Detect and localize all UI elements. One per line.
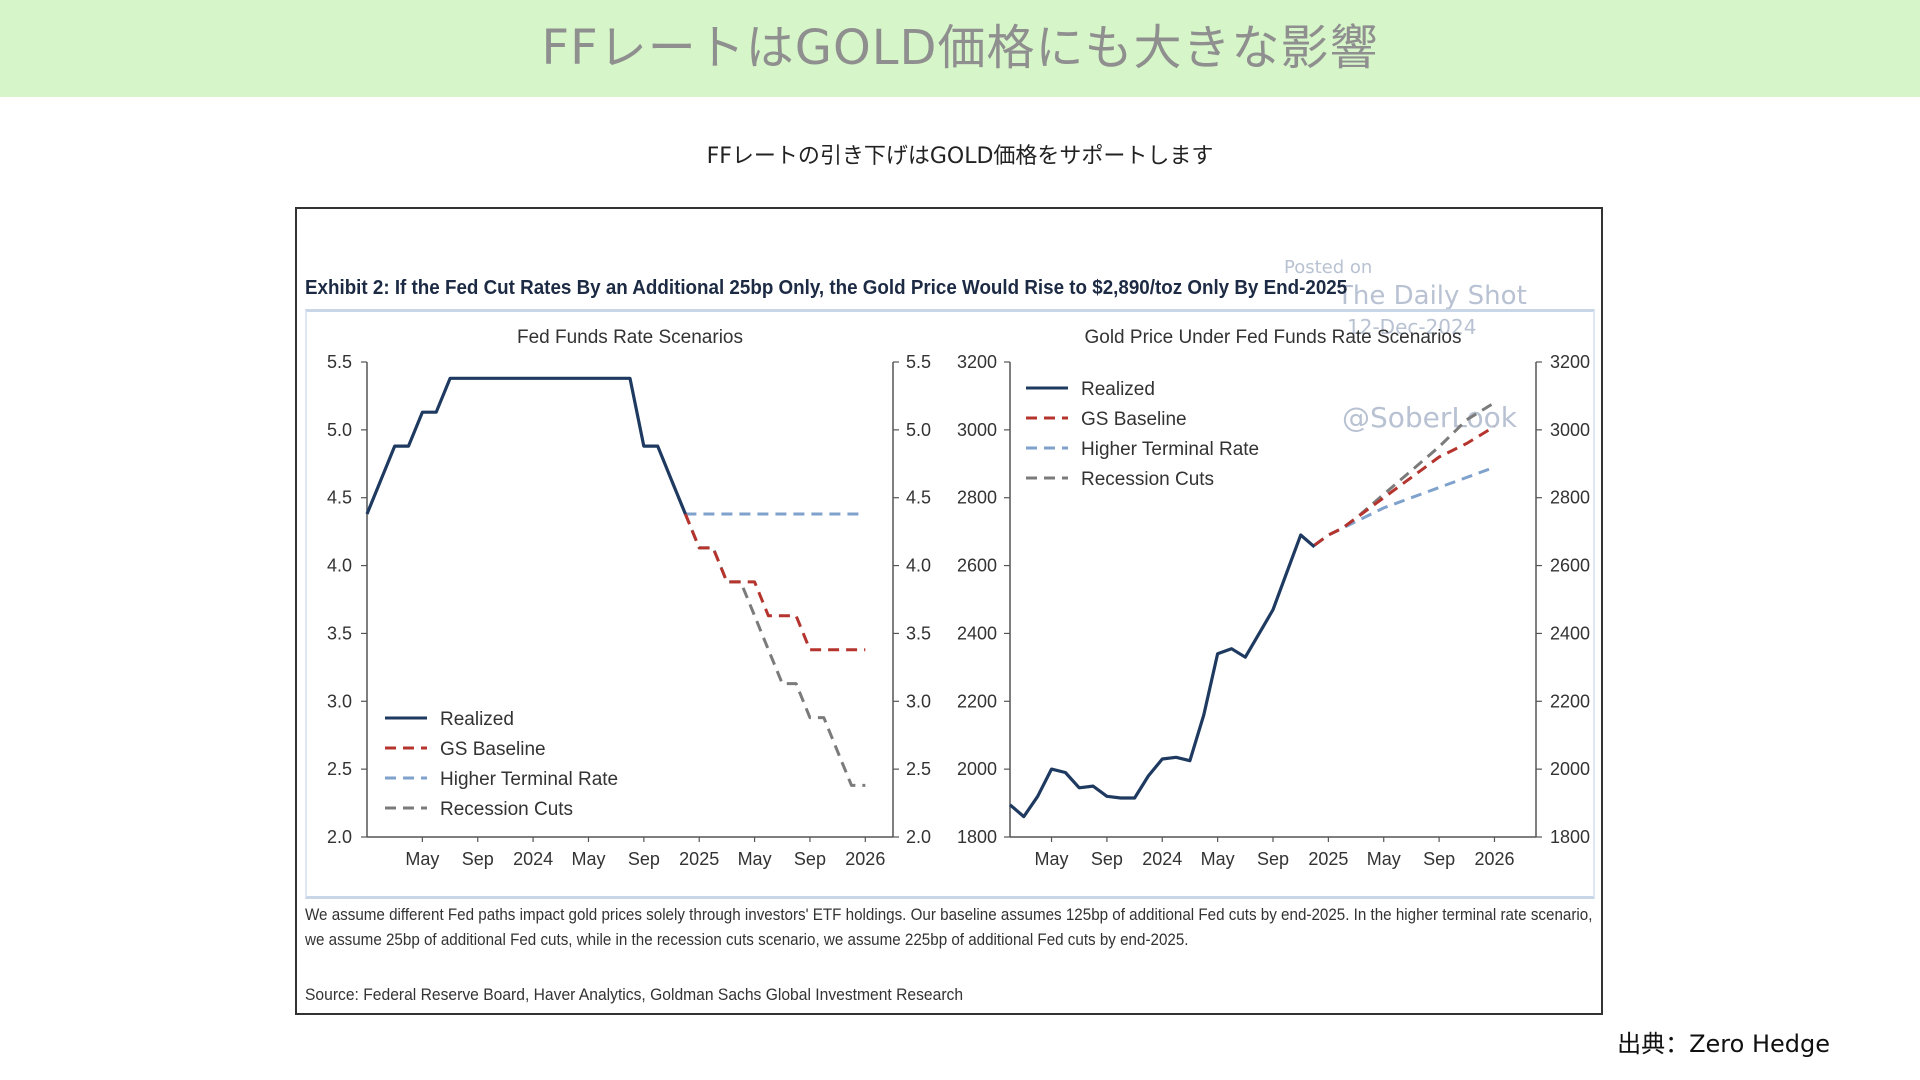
y-tick-label-right: 5.0 bbox=[906, 420, 931, 440]
y-tick-label-left: 4.5 bbox=[327, 488, 352, 508]
x-tick-label: 2024 bbox=[513, 849, 553, 869]
y-tick-label-left: 2200 bbox=[957, 691, 997, 711]
legend-label-realized: Realized bbox=[1081, 379, 1155, 400]
page-title: FFレートはGOLD価格にも大きな影響 bbox=[541, 20, 1379, 76]
watermark-posted: Posted on bbox=[1284, 257, 1373, 278]
watermark-site: The Daily Shot bbox=[1337, 281, 1527, 311]
series-line-recession-cuts bbox=[670, 479, 866, 787]
y-tick-label-right: 2600 bbox=[1550, 556, 1590, 576]
y-tick-label-left: 4.0 bbox=[327, 556, 352, 576]
chart-title: Gold Price Under Fed Funds Rate Scenario… bbox=[1084, 327, 1461, 348]
y-tick-label-right: 2.0 bbox=[906, 827, 931, 847]
header-banner bbox=[0, 0, 1920, 97]
y-tick-label-left: 3200 bbox=[957, 352, 997, 372]
y-tick-label-right: 2800 bbox=[1550, 488, 1590, 508]
y-tick-label-right: 2400 bbox=[1550, 623, 1590, 643]
legend-label-gs-baseline: GS Baseline bbox=[1081, 409, 1187, 430]
exhibit-note: We assume different Fed paths impact gol… bbox=[305, 906, 1593, 949]
legend-label-recession-cuts: Recession Cuts bbox=[440, 799, 573, 820]
x-tick-label: 2026 bbox=[845, 849, 885, 869]
y-tick-label-left: 5.5 bbox=[327, 352, 352, 372]
series-line-higher-terminal-rate bbox=[1313, 465, 1496, 547]
y-tick-label-right: 3.5 bbox=[906, 623, 931, 643]
y-tick-label-right: 2200 bbox=[1550, 691, 1590, 711]
x-tick-label: Sep bbox=[1257, 849, 1289, 869]
source-credit: 出典：Zero Hedge bbox=[1617, 1030, 1830, 1058]
x-tick-label: 2026 bbox=[1474, 849, 1514, 869]
x-tick-label: May bbox=[405, 849, 439, 869]
page-subtitle: FFレートの引き下げはGOLD価格をサポートします bbox=[706, 144, 1214, 169]
x-tick-label: Sep bbox=[1091, 849, 1123, 869]
exhibit-frame: Posted on The Daily Shot 12-Dec-2024 Exh… bbox=[295, 207, 1603, 1015]
legend-label-gs-baseline: GS Baseline bbox=[440, 739, 546, 760]
exhibit-source: Source: Federal Reserve Board, Haver Ana… bbox=[305, 985, 964, 1004]
legend-label-higher-terminal-rate: Higher Terminal Rate bbox=[1081, 439, 1259, 460]
legend-label-realized: Realized bbox=[440, 709, 514, 730]
chart-title: Fed Funds Rate Scenarios bbox=[517, 327, 743, 348]
x-tick-label: May bbox=[571, 849, 605, 869]
x-tick-label: 2025 bbox=[679, 849, 719, 869]
y-tick-label-left: 3.0 bbox=[327, 691, 352, 711]
x-tick-label: 2024 bbox=[1142, 849, 1182, 869]
y-tick-label-left: 2800 bbox=[957, 488, 997, 508]
y-tick-label-right: 5.5 bbox=[906, 352, 931, 372]
x-tick-label: May bbox=[1035, 849, 1069, 869]
y-tick-label-left: 2.0 bbox=[327, 827, 352, 847]
y-tick-label-left: 2400 bbox=[957, 623, 997, 643]
y-tick-label-right: 4.0 bbox=[906, 556, 931, 576]
y-tick-label-right: 4.5 bbox=[906, 488, 931, 508]
x-tick-label: Sep bbox=[794, 849, 826, 869]
y-tick-label-left: 2600 bbox=[957, 556, 997, 576]
series-line-gs-baseline bbox=[684, 513, 866, 652]
y-tick-label-left: 3000 bbox=[957, 420, 997, 440]
y-tick-label-left: 3.5 bbox=[327, 623, 352, 643]
y-tick-label-right: 3200 bbox=[1550, 352, 1590, 372]
series-line-realized bbox=[1008, 533, 1316, 819]
series-line-realized bbox=[365, 376, 687, 515]
x-tick-label: Sep bbox=[1423, 849, 1455, 869]
x-tick-label: 2025 bbox=[1308, 849, 1348, 869]
legend-label-recession-cuts: Recession Cuts bbox=[1081, 469, 1214, 490]
x-tick-label: May bbox=[1201, 849, 1235, 869]
watermark-date: 12-Dec-2024 bbox=[1347, 315, 1477, 339]
x-tick-label: May bbox=[738, 849, 772, 869]
y-tick-label-left: 1800 bbox=[957, 827, 997, 847]
y-tick-label-right: 2000 bbox=[1550, 759, 1590, 779]
y-tick-label-right: 1800 bbox=[1550, 827, 1590, 847]
y-tick-label-left: 2000 bbox=[957, 759, 997, 779]
series-line-recession-cuts bbox=[1313, 401, 1496, 547]
x-tick-label: Sep bbox=[462, 849, 494, 869]
series-line-gs-baseline bbox=[1313, 425, 1496, 547]
legend-label-higher-terminal-rate: Higher Terminal Rate bbox=[440, 769, 618, 790]
chart-panel bbox=[305, 309, 1595, 899]
y-tick-label-right: 3.0 bbox=[906, 691, 931, 711]
y-tick-label-right: 2.5 bbox=[906, 759, 931, 779]
x-tick-label: Sep bbox=[628, 849, 660, 869]
exhibit-title: Exhibit 2: If the Fed Cut Rates By an Ad… bbox=[305, 277, 1348, 299]
x-tick-label: May bbox=[1367, 849, 1401, 869]
y-tick-label-left: 5.0 bbox=[327, 420, 352, 440]
gold-price-chart: Gold Price Under Fed Funds Rate Scenario… bbox=[957, 327, 1590, 869]
y-tick-label-left: 2.5 bbox=[327, 759, 352, 779]
y-tick-label-right: 3000 bbox=[1550, 420, 1590, 440]
fed-funds-chart: Fed Funds Rate Scenarios 2.0 2.0 2.5 2.5 3.0 3… bbox=[327, 327, 931, 869]
